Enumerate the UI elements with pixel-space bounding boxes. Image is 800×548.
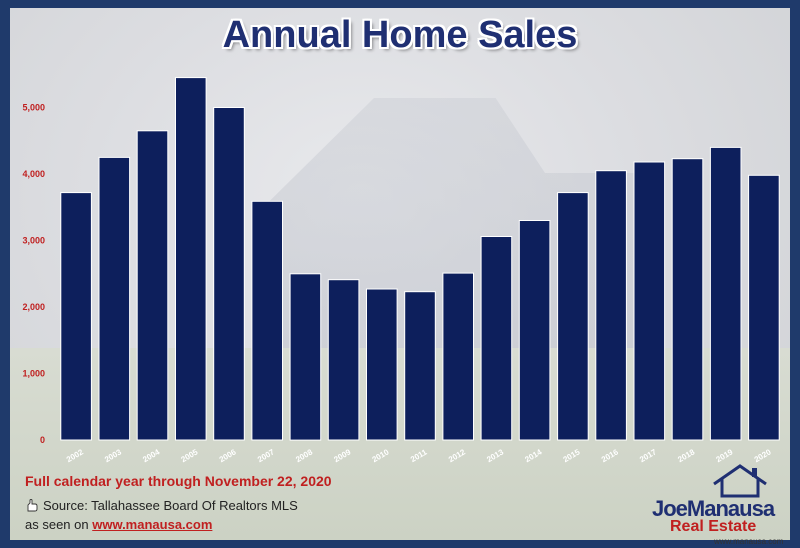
- bar-2004: [136, 130, 169, 441]
- bar-2017: [633, 161, 666, 441]
- bar-2008: [289, 273, 322, 441]
- x-tick-label: 2002: [65, 447, 85, 464]
- x-tick-label: 2012: [447, 447, 467, 464]
- y-tick-label: 2,000: [22, 302, 45, 312]
- y-tick-label: 1,000: [22, 369, 45, 379]
- bar-2005: [175, 77, 207, 441]
- y-tick-label: 0: [40, 435, 45, 445]
- bar-2003: [98, 156, 131, 441]
- x-tick-label: 2007: [256, 447, 276, 464]
- x-tick-label: 2013: [485, 447, 505, 464]
- x-tick-label: 2004: [141, 447, 161, 464]
- x-tick-label: 2011: [409, 447, 429, 464]
- y-tick-label: 3,000: [22, 236, 45, 246]
- x-tick-label: 2014: [523, 447, 543, 464]
- x-tick-label: 2016: [600, 447, 620, 464]
- bar-2009: [327, 279, 360, 441]
- bar-2007: [251, 200, 283, 441]
- bar-2019: [709, 146, 742, 441]
- seen-on-prefix: as seen on: [25, 517, 93, 532]
- source-text: Source: Tallahassee Board Of Realtors ML…: [43, 498, 298, 513]
- bar-2016: [595, 170, 627, 441]
- bar-2014: [518, 220, 551, 441]
- x-tick-label: 2015: [562, 447, 582, 464]
- x-tick-label: 2010: [371, 447, 391, 464]
- bars: [60, 77, 780, 441]
- logo-tagline: Real Estate: [670, 518, 757, 535]
- chart-title: Annual Home Sales: [222, 14, 578, 56]
- bar-2020: [748, 174, 780, 441]
- logo-name-first: Joe: [652, 496, 688, 521]
- source-line: Source: Tallahassee Board Of Realtors ML…: [25, 498, 298, 513]
- x-tick-label: 2006: [218, 447, 238, 464]
- seen-on-line: as seen on www.manausa.com: [25, 517, 212, 532]
- y-tick-label: 4,000: [22, 169, 45, 179]
- pointing-hand-icon: [27, 499, 38, 512]
- logo-name: JoeManausa: [652, 496, 775, 522]
- chart-subtitle: Full calendar year through November 22, …: [25, 473, 332, 489]
- bar-2012: [442, 272, 474, 441]
- bar-2010: [366, 288, 398, 441]
- logo-url: www.manausa.com: [714, 537, 784, 546]
- house-logo-icon: [713, 464, 767, 498]
- y-axis: 0 1,000 2,000 3,000 4,000 5,000: [22, 103, 45, 446]
- x-tick-label: 2008: [294, 447, 314, 464]
- bar-2002: [60, 192, 92, 441]
- y-tick-label: 5,000: [22, 103, 45, 113]
- bar-2015: [557, 192, 589, 441]
- bar-2006: [213, 107, 245, 441]
- bar-2011: [404, 291, 436, 441]
- website-link[interactable]: www.manausa.com: [92, 517, 213, 532]
- x-tick-label: 2003: [103, 447, 123, 464]
- logo-name-last: Manausa: [686, 496, 775, 521]
- bar-2018: [671, 158, 704, 441]
- x-tick-label: 2005: [179, 447, 199, 464]
- x-tick-label: 2009: [332, 447, 352, 464]
- company-logo: JoeManausa Real Estate www.manausa.com: [652, 462, 783, 546]
- bar-2013: [480, 236, 513, 441]
